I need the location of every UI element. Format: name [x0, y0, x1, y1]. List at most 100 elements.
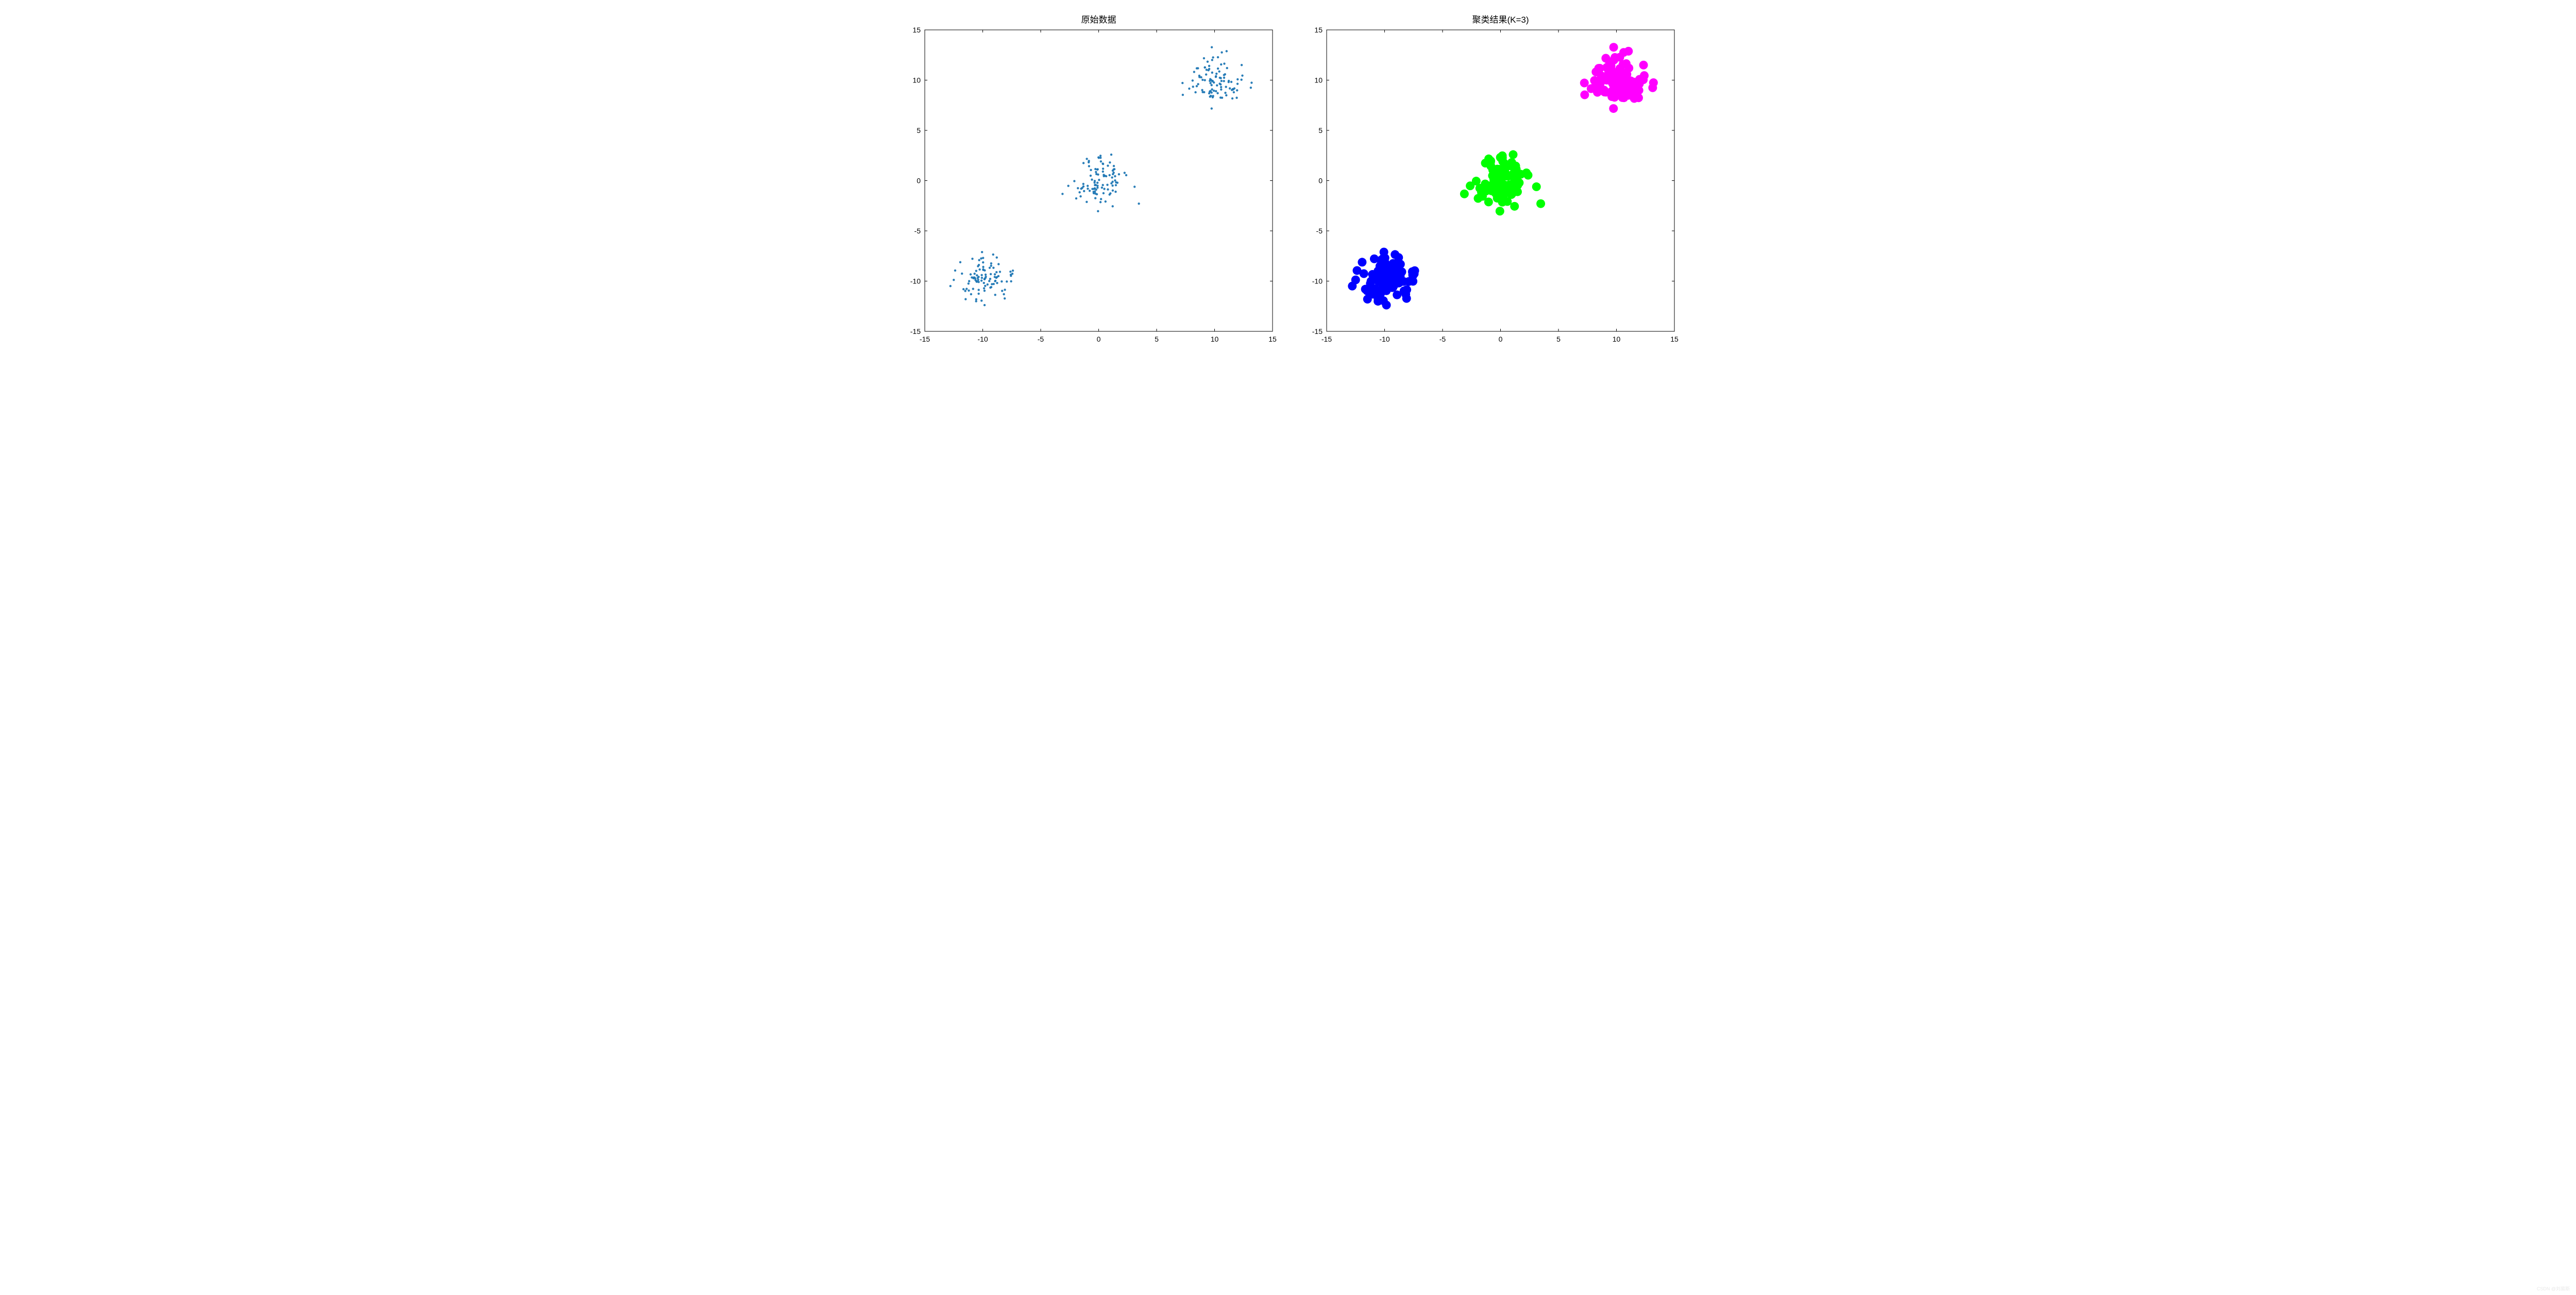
scatter-point	[1096, 184, 1098, 187]
y-tick-label: 0	[1318, 177, 1323, 185]
scatter-point	[1380, 248, 1388, 257]
scatter-point	[1611, 92, 1619, 100]
scatter-point	[1216, 85, 1218, 87]
scatter-point	[1086, 158, 1088, 160]
x-tick-label: 10	[1211, 335, 1219, 343]
x-tick-label: -5	[1038, 335, 1044, 343]
scatter-point	[1223, 77, 1225, 79]
scatter-point	[1361, 285, 1370, 294]
y-tick-label: -10	[1312, 277, 1323, 285]
scatter-point	[1640, 71, 1649, 80]
scatter-point	[954, 270, 956, 272]
scatter-point	[1102, 163, 1104, 165]
scatter-point	[1197, 83, 1199, 85]
scatter-point	[1211, 107, 1213, 109]
scatter-point	[1099, 201, 1101, 203]
scatter-point	[1495, 165, 1504, 174]
scatter-point	[1109, 161, 1111, 163]
y-tick-label: 5	[917, 126, 921, 134]
scatter-point	[1388, 261, 1397, 270]
scatter-point	[1220, 63, 1222, 65]
subplot-right: 聚类结果(K=3)-15-10-5051015-15-10-5051015	[1298, 10, 1680, 350]
scatter-point	[1009, 271, 1011, 273]
x-tick-label: -15	[1321, 335, 1332, 343]
left-scatter-svg: 原始数据-15-10-5051015-15-10-5051015	[896, 10, 1278, 348]
scatter-point	[1067, 184, 1069, 187]
scatter-point	[1212, 95, 1214, 97]
scatter-point	[1096, 193, 1098, 195]
scatter-point	[1209, 82, 1211, 84]
scatter-point	[1236, 78, 1239, 80]
scatter-point	[1231, 97, 1233, 99]
scatter-point	[1118, 173, 1120, 175]
scatter-point	[1580, 79, 1589, 88]
scatter-point	[1103, 192, 1105, 194]
scatter-point	[989, 278, 991, 280]
scatter-point	[1221, 80, 1223, 82]
scatter-point	[1004, 297, 1006, 299]
scatter-point	[1010, 275, 1012, 277]
scatter-point	[1604, 70, 1613, 79]
scatter-point	[1225, 86, 1227, 88]
scatter-point	[1116, 181, 1118, 183]
scatter-point	[997, 263, 999, 265]
scatter-point	[1220, 86, 1222, 88]
scatter-point	[1100, 160, 1102, 162]
scatter-point	[1111, 205, 1113, 207]
scatter-point	[1617, 67, 1625, 76]
right-scatter-svg: 聚类结果(K=3)-15-10-5051015-15-10-5051015	[1298, 10, 1680, 348]
scatter-point	[1201, 89, 1203, 91]
scatter-point	[1466, 181, 1475, 190]
scatter-point	[1106, 184, 1108, 186]
scatter-point	[1192, 86, 1194, 88]
scatter-point	[1215, 73, 1217, 75]
scatter-point	[1476, 184, 1484, 193]
scatter-point	[1105, 200, 1107, 203]
scatter-point	[1221, 52, 1223, 54]
subplot-left: 原始数据-15-10-5051015-15-10-5051015	[896, 10, 1278, 350]
scatter-point	[1181, 82, 1183, 84]
scatter-point	[984, 290, 986, 292]
scatter-point	[1217, 56, 1219, 58]
scatter-point	[1224, 73, 1226, 75]
scatter-point	[1383, 274, 1392, 282]
scatter-point	[971, 258, 973, 260]
scatter-point	[1358, 258, 1366, 266]
scatter-point	[1212, 56, 1214, 58]
scatter-point	[961, 273, 963, 275]
scatter-point	[1532, 182, 1541, 191]
scatter-point	[953, 279, 955, 281]
scatter-point	[1201, 79, 1204, 81]
scatter-point	[1114, 179, 1116, 181]
scatter-point	[981, 251, 983, 253]
scatter-point	[980, 299, 982, 301]
scatter-point	[1192, 79, 1194, 81]
y-tick-label: 0	[917, 177, 921, 185]
scatter-point	[1226, 67, 1228, 69]
scatter-point	[1221, 96, 1223, 98]
scatter-point	[1061, 193, 1063, 195]
scatter-point	[970, 293, 972, 295]
scatter-point	[1110, 154, 1112, 156]
scatter-point	[1507, 158, 1516, 167]
scatter-point	[992, 254, 994, 256]
scatter-point	[1241, 64, 1243, 66]
scatter-point	[992, 266, 994, 268]
scatter-point	[1536, 199, 1545, 208]
scatter-point	[1078, 191, 1080, 193]
scatter-point	[996, 257, 998, 259]
scatter-point	[1233, 91, 1235, 93]
y-tick-label: 10	[1314, 76, 1323, 85]
scatter-point	[968, 290, 970, 292]
scatter-point	[975, 300, 977, 302]
scatter-point	[1113, 165, 1115, 167]
scatter-point	[1250, 87, 1252, 89]
scatter-point	[1348, 282, 1357, 291]
scatter-point	[1219, 77, 1222, 79]
scatter-point	[1003, 293, 1005, 295]
scatter-point	[1087, 188, 1089, 190]
x-tick-label: 0	[1499, 335, 1503, 343]
scatter-point	[968, 280, 970, 282]
scatter-point	[1211, 46, 1213, 48]
scatter-point	[1580, 91, 1589, 99]
